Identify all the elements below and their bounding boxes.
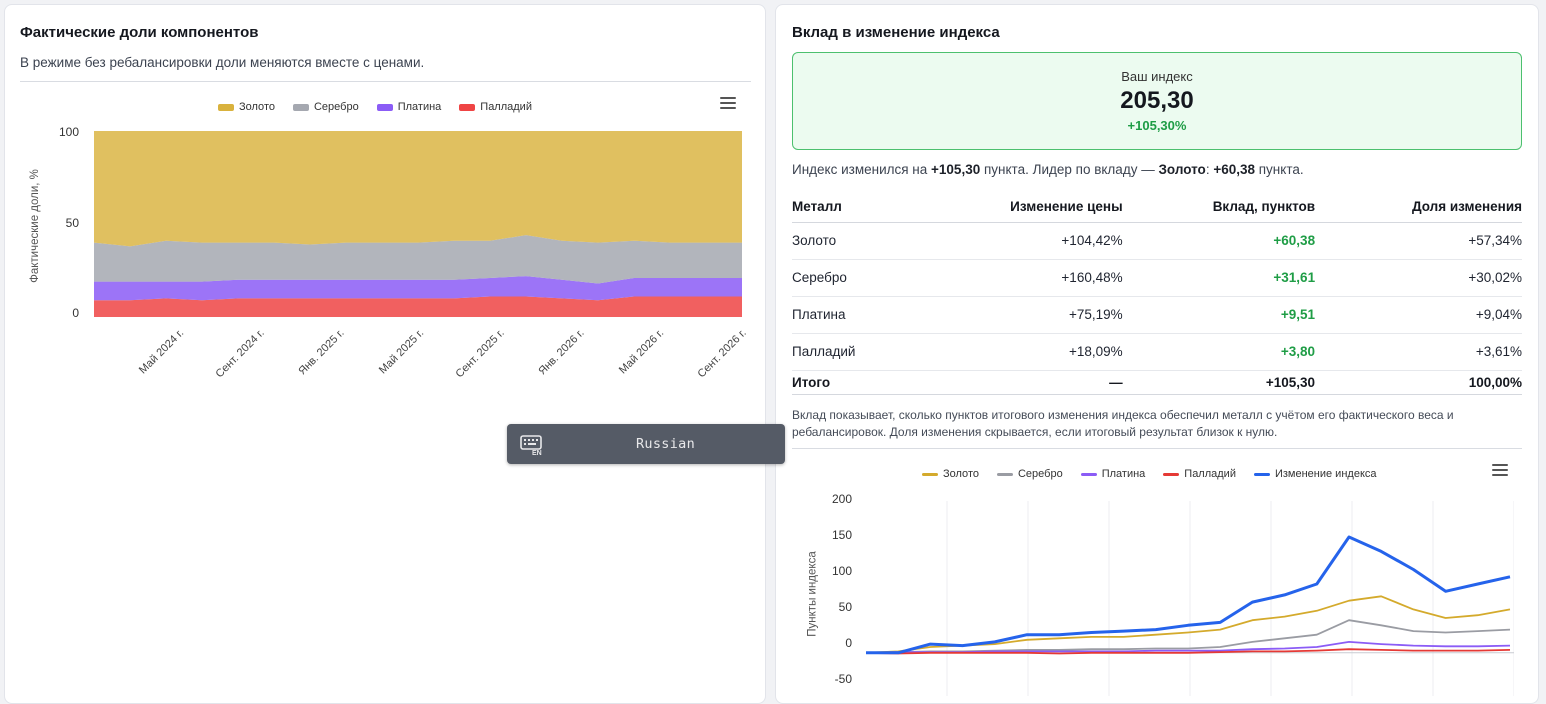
x-tick-label: Сент. 2024 г. (213, 327, 267, 381)
table-header-row: Металл Изменение цены Вклад, пунктов Дол… (792, 192, 1522, 223)
x-tick-label: Янв. 2026 г. (536, 327, 587, 378)
legend-label: Золото (239, 101, 275, 113)
y-tick: 50 (838, 600, 852, 614)
chart-menu-icon[interactable] (1492, 464, 1508, 477)
contribution-line-chart (866, 501, 1514, 696)
table-row: Палладий +18,09% +3,80 +3,61% (792, 333, 1522, 371)
column-header: Изменение цены (911, 192, 1123, 223)
contribution-table: Металл Изменение цены Вклад, пунктов Дол… (792, 192, 1522, 395)
legend-label: Платина (397, 101, 442, 113)
legend-label: Серебро (313, 101, 359, 113)
keyboard-layout-tooltip: EN Russian (507, 424, 785, 464)
x-tick-label: Сент. 2026 г. (695, 327, 749, 381)
y-tick: 100 (58, 125, 79, 139)
index-change: +105,30% (1127, 118, 1187, 133)
actual-weights-panel: Фактические доли компонентов В режиме бе… (4, 4, 766, 704)
keyboard-layout-label: Russian (636, 436, 695, 452)
x-tick-label: Май 2024 г. (137, 327, 187, 377)
legend-item-gold[interactable]: Золото (218, 101, 275, 113)
table-row: Золото +104,42% +60,38 +57,34% (792, 222, 1522, 260)
legend-swatch (292, 103, 309, 111)
index-summary-card: Ваш индекс 205,30 +105,30% (792, 52, 1522, 150)
y-tick: 100 (831, 564, 852, 578)
x-tick-label: Май 2025 г. (377, 327, 427, 377)
legend-item-platinum[interactable]: Платина (376, 101, 442, 113)
area-series-Платина[interactable] (94, 276, 742, 301)
x-tick-label: Сент. 2025 г. (453, 327, 507, 381)
y-tick: -50 (834, 672, 852, 686)
contribution-panel: Вклад в изменение индекса Ваш индекс 205… (775, 4, 1539, 704)
x-tick-label: Янв. 2025 г. (296, 327, 347, 378)
y-tick: 50 (65, 216, 79, 230)
table-row: Платина +75,19% +9,51 +9,04% (792, 296, 1522, 334)
index-label: Ваш индекс (1121, 69, 1193, 84)
column-header: Доля изменения (1315, 192, 1522, 223)
legend-item-platinum[interactable]: Платина (1080, 468, 1145, 480)
index-value: 205,30 (1120, 87, 1194, 114)
y-tick: 0 (72, 306, 79, 320)
y-tick: 0 (845, 636, 852, 650)
legend-item-gold[interactable]: Золото (922, 468, 979, 480)
area-series-Палладий[interactable] (94, 296, 742, 317)
panel-subtitle: В режиме без ребалансировки доли меняютс… (20, 55, 425, 70)
summary-text: Индекс изменился на +105,30 пункта. Лиде… (792, 162, 1304, 177)
legend-swatch (459, 103, 476, 111)
chart-legend: Золото Серебро Платина Палладий Изменени… (922, 468, 1377, 480)
divider (20, 81, 751, 82)
keyboard-en-icon: EN (520, 435, 542, 455)
column-header: Вклад, пунктов (1122, 192, 1316, 223)
legend-item-index-change[interactable]: Изменение индекса (1253, 468, 1377, 480)
legend-item-silver[interactable]: Серебро (292, 101, 359, 113)
contribution-note: Вклад показывает, сколько пунктов итогов… (792, 408, 1454, 439)
line-series-Изменение индекса[interactable] (866, 535, 1511, 655)
legend-item-palladium[interactable]: Палладий (459, 101, 532, 113)
legend-swatch (218, 103, 234, 111)
divider (792, 448, 1522, 449)
chart-menu-icon[interactable] (720, 97, 736, 110)
legend-item-silver[interactable]: Серебро (996, 468, 1063, 480)
y-tick: 150 (831, 528, 852, 542)
svg-text:EN: EN (532, 450, 542, 455)
legend-label: Палладий (480, 101, 532, 113)
line-series-Платина[interactable] (866, 641, 1511, 654)
area-series-Золото[interactable] (94, 131, 742, 247)
stacked-area-chart (94, 131, 742, 317)
column-header: Металл (792, 192, 912, 223)
table-total-row: Итого — +105,30 100,00% (792, 370, 1522, 395)
y-tick: 200 (831, 492, 852, 506)
x-tick-label: Май 2026 г. (617, 327, 667, 377)
legend-swatch (376, 103, 393, 111)
panel-title: Вклад в изменение индекса (792, 24, 1000, 41)
chart-legend: Золото Серебро Платина Палладий (218, 101, 532, 113)
area-series-Серебро[interactable] (94, 235, 742, 284)
line-series-Палладий[interactable] (866, 648, 1511, 655)
table-row: Серебро +160,48% +31,61 +30,02% (792, 259, 1522, 297)
panel-title: Фактические доли компонентов (20, 24, 259, 41)
legend-item-palladium[interactable]: Палладий (1163, 468, 1236, 480)
